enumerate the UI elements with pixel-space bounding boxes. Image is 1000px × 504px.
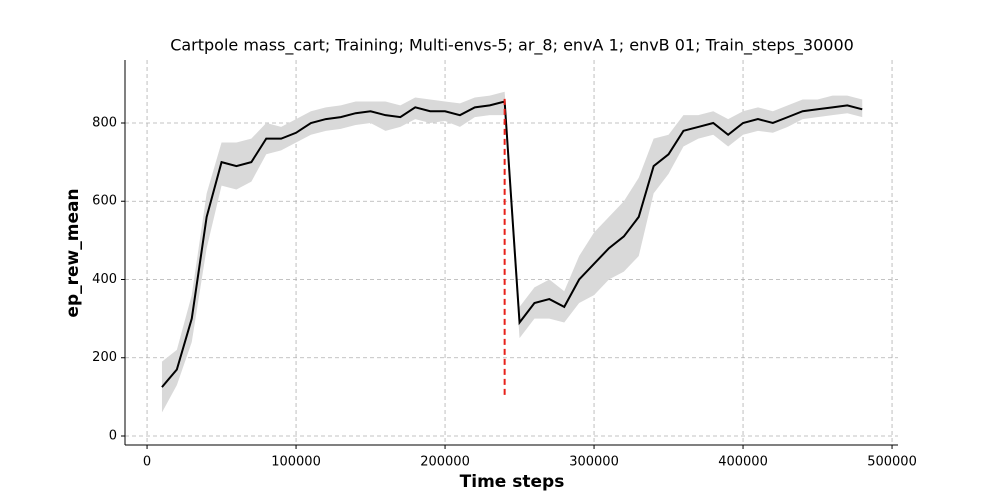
- y-axis-label: ep_rew_mean: [63, 188, 83, 317]
- x-tick-label: 500000: [867, 455, 917, 470]
- x-tick-label: 200000: [420, 455, 470, 470]
- y-tick-label: 800: [92, 115, 117, 130]
- x-tick-label: 100000: [271, 455, 321, 470]
- x-tick-label: 300000: [569, 455, 619, 470]
- line: [161, 100, 863, 388]
- y-tick-label: 400: [92, 272, 117, 287]
- y-tick-label: 0: [109, 429, 117, 444]
- y-tick-label: 200: [92, 350, 117, 365]
- x-tick-label: 400000: [718, 455, 768, 470]
- x-tick-label: 0: [143, 455, 151, 470]
- x-axis-label: Time steps: [460, 472, 565, 492]
- chart-title: Cartpole mass_cart; Training; Multi-envs…: [170, 36, 854, 56]
- confidence-band: [161, 91, 863, 413]
- y-tick-label: 600: [92, 194, 117, 209]
